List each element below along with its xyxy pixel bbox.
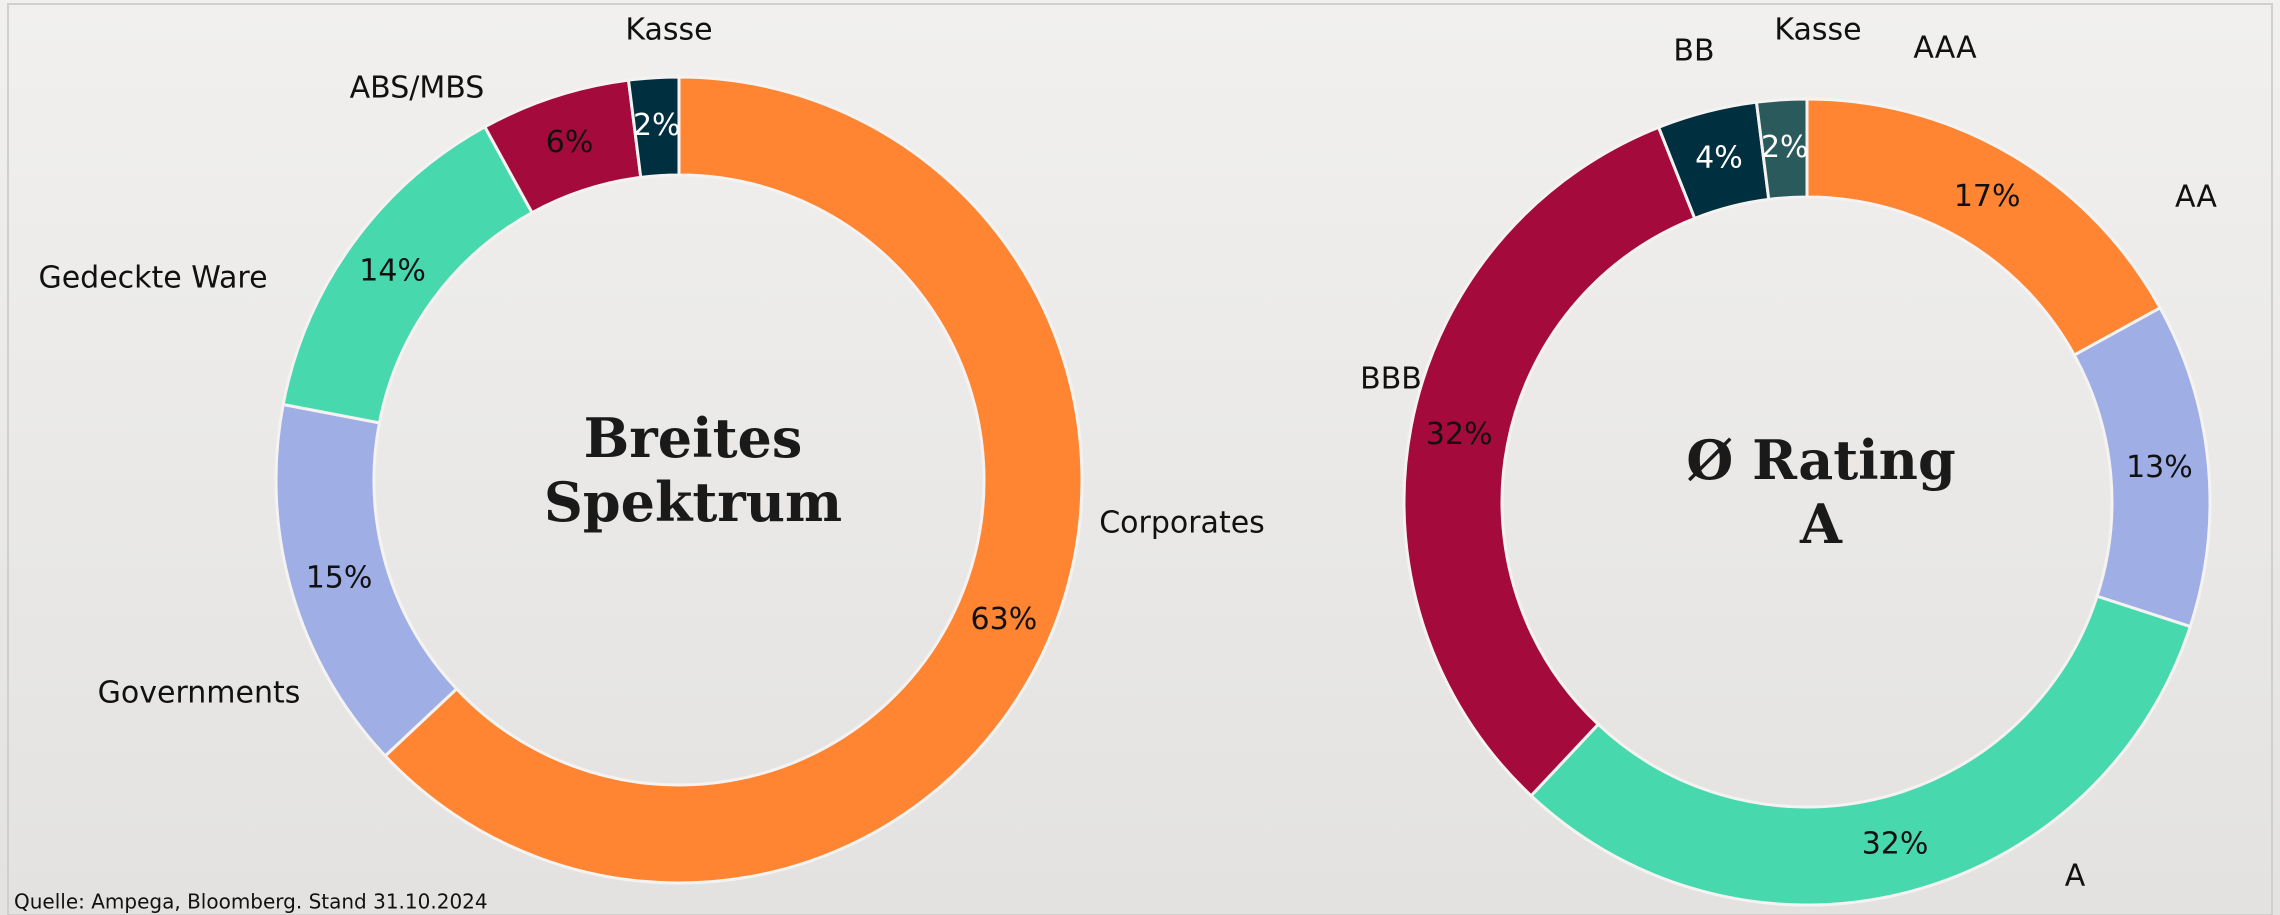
category-label: Governments: [98, 676, 301, 711]
donut-segment: [1529, 594, 2193, 907]
center-text: A: [1799, 492, 1843, 556]
category-label: Corporates: [1099, 506, 1265, 541]
donut-segment: [1754, 97, 1809, 202]
category-label: A: [2065, 859, 2086, 894]
category-label: Gedeckte Ware: [38, 261, 267, 296]
value-label: 2%: [1761, 130, 1809, 165]
value-label: 32%: [1862, 826, 1929, 861]
category-label: BB: [1673, 34, 1714, 69]
category-label: AA: [2175, 180, 2217, 215]
donut-segment: [1402, 125, 1697, 798]
center-text: Ø Rating: [1686, 428, 1955, 492]
value-label: 32%: [1426, 417, 1493, 452]
donut-segment: [626, 75, 681, 180]
donut-segment: [383, 75, 1084, 885]
value-label: 2%: [633, 108, 681, 143]
value-label: 6%: [546, 125, 594, 160]
source: Quelle: Ampega, Bloomberg. Stand 31.10.2…: [14, 890, 488, 914]
value-label: 4%: [1695, 141, 1743, 176]
frame: [7, 3, 2273, 915]
value-label: 14%: [359, 253, 426, 288]
center-text: Spektrum: [544, 470, 842, 534]
value-label: 17%: [1954, 179, 2021, 214]
value-label: 63%: [971, 602, 1038, 637]
center-text: Breites: [584, 406, 803, 470]
category-label: ABS/MBS: [350, 71, 485, 106]
category-label: Kasse: [625, 13, 712, 48]
category-label: Kasse: [1774, 13, 1861, 48]
value-label: 15%: [306, 560, 373, 595]
value-label: 13%: [2126, 450, 2193, 485]
category-label: AAA: [1913, 31, 1977, 66]
category-label: BBB: [1360, 362, 1422, 397]
